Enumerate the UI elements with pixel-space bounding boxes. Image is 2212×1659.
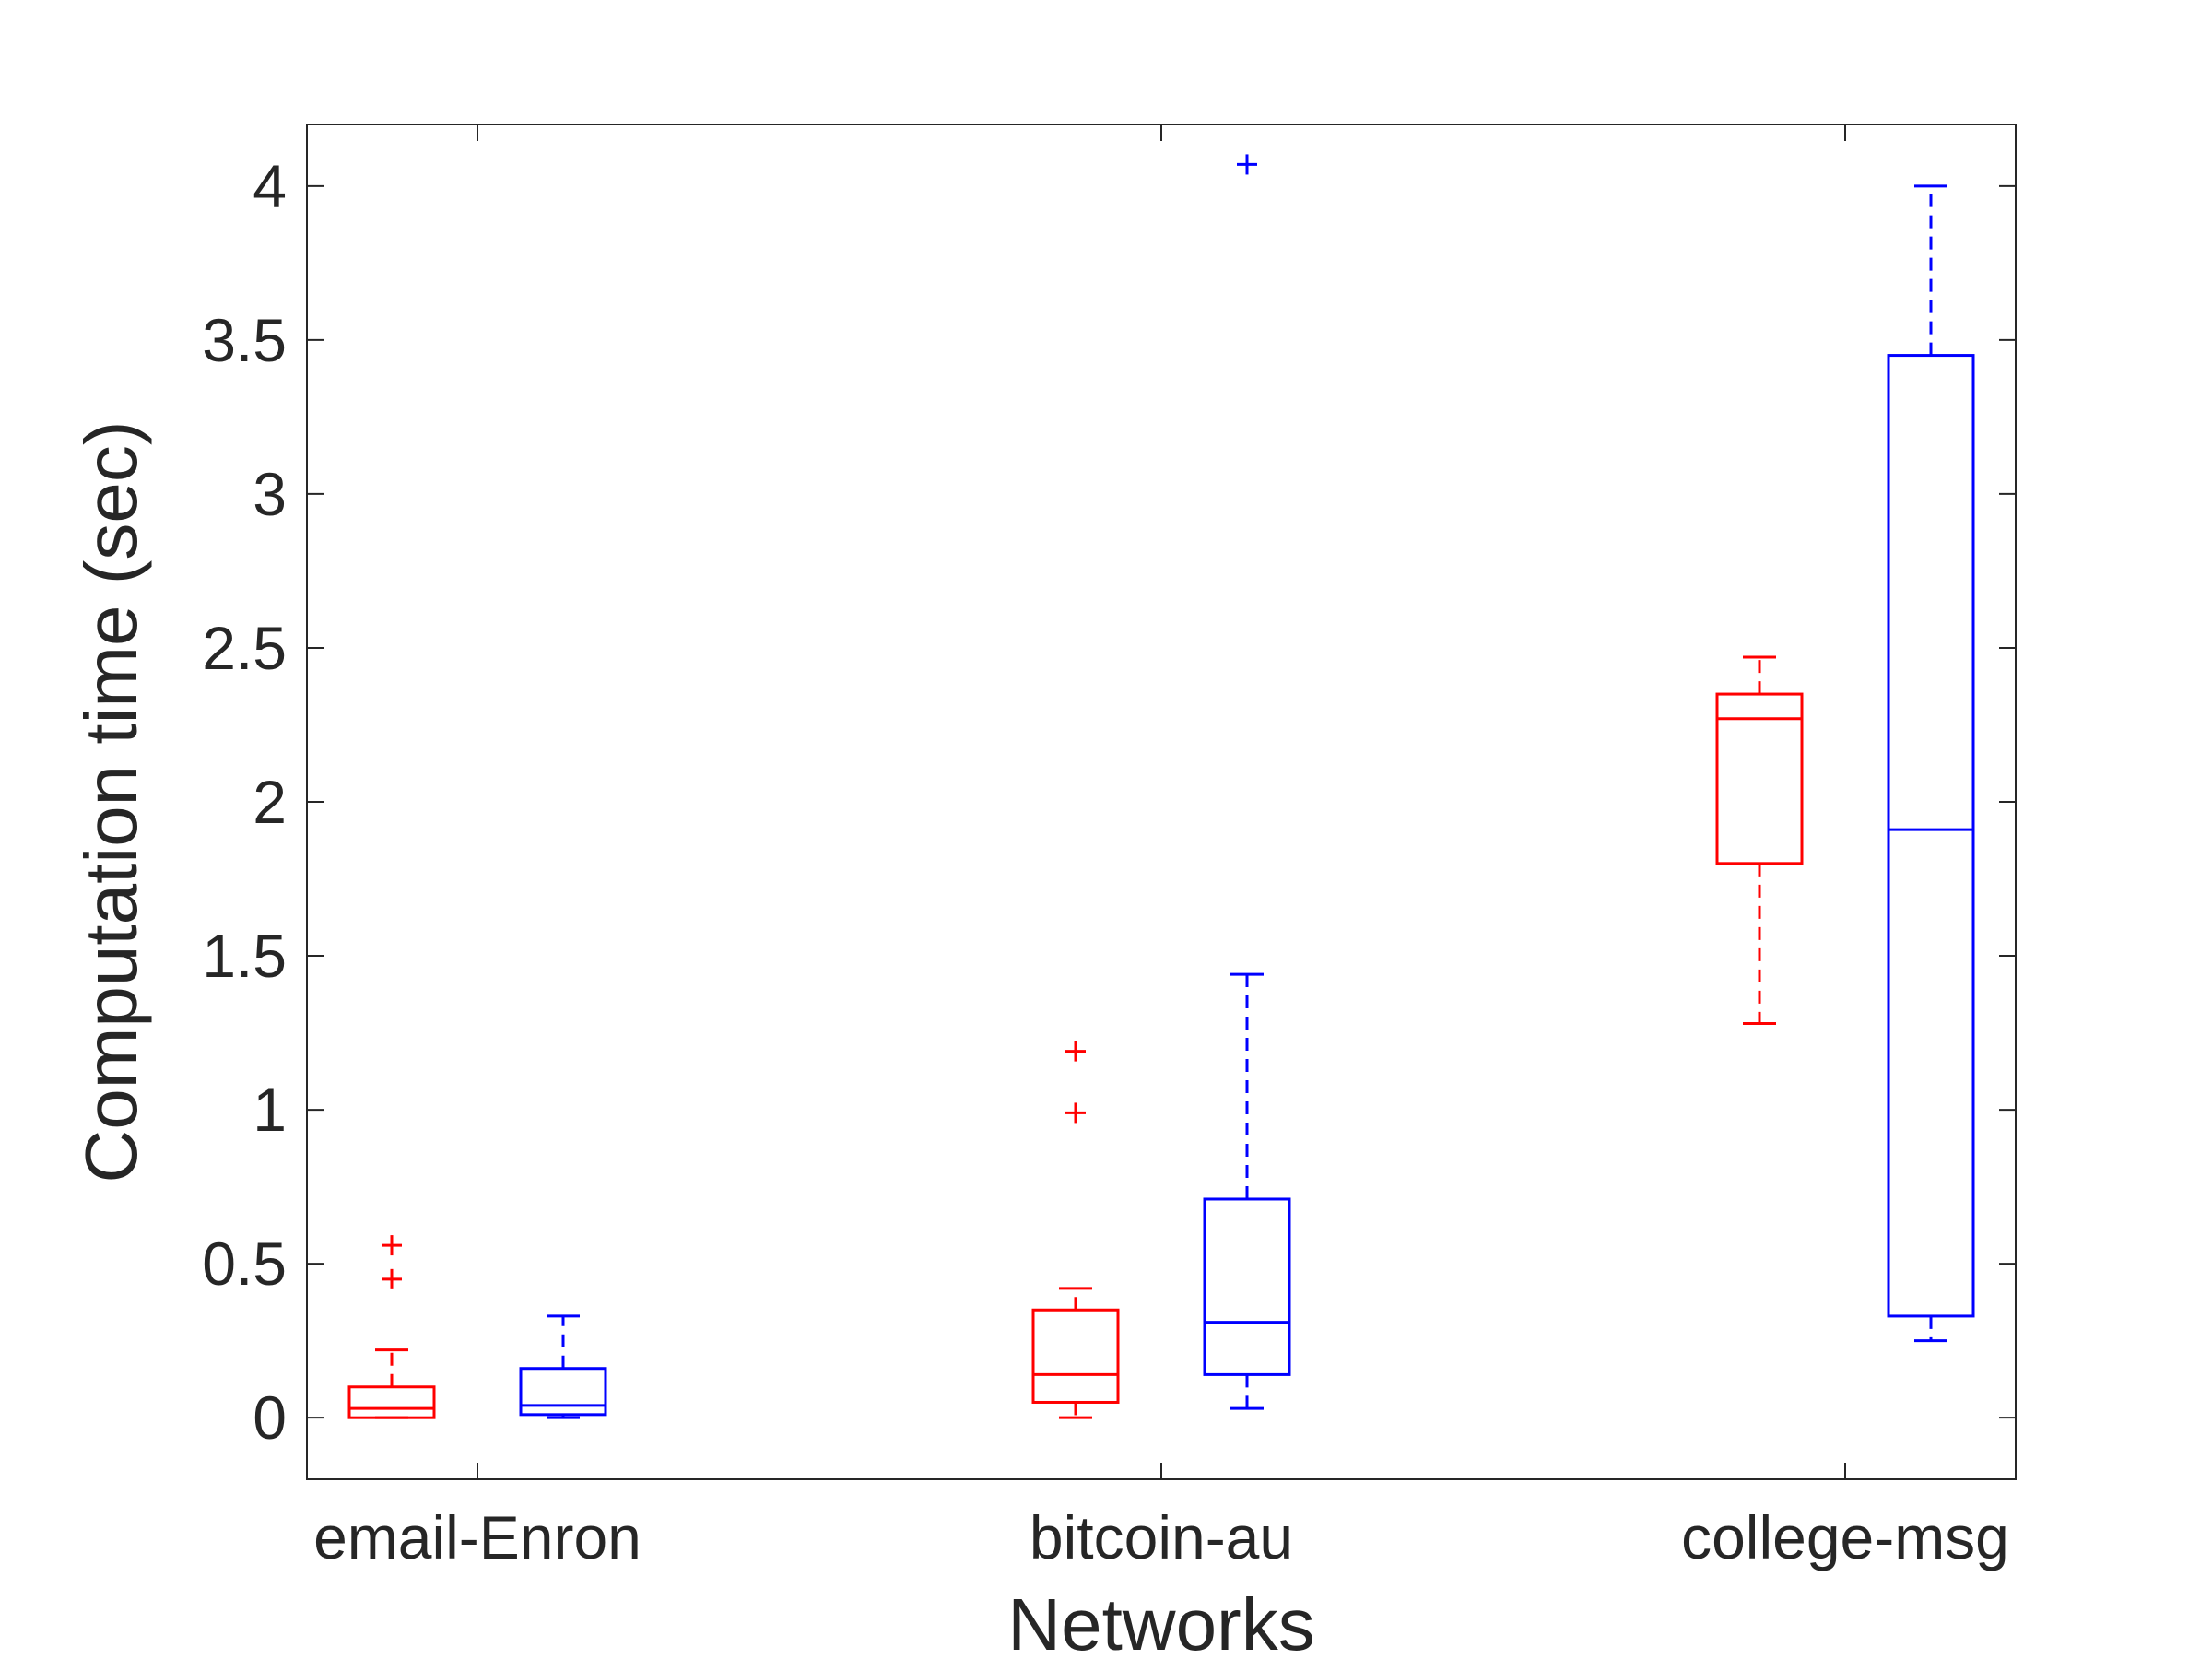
outlier-marker — [1065, 1102, 1086, 1124]
box-2-email-Enron — [519, 1314, 607, 1419]
y-axis: 0 0.5 1 1.5 2 2.5 3 3.5 4 — [202, 152, 2016, 1452]
y-tick-label: 1.5 — [202, 922, 287, 990]
outlier-marker — [1065, 1041, 1086, 1062]
y-axis-label: Computation time (sec) — [70, 421, 152, 1183]
x-axis: email-Enron bitcoin-au college-msg — [313, 124, 2009, 1571]
box-1-college-msg — [1715, 655, 1804, 1026]
y-tick-label: 0.5 — [202, 1230, 287, 1298]
box-body — [1887, 354, 1975, 1318]
box-body — [519, 1367, 607, 1417]
outlier-marker — [382, 1235, 402, 1256]
plot-marks — [347, 154, 1975, 1419]
y-tick-label: 0 — [253, 1383, 287, 1452]
y-tick-label: 2 — [253, 768, 287, 836]
box-body — [1203, 1197, 1291, 1376]
outlier-marker — [1237, 154, 1257, 175]
box-1-email-Enron — [347, 1235, 436, 1419]
y-tick-label: 3.5 — [202, 306, 287, 374]
plot-area-frame — [306, 124, 2017, 1480]
x-tick-label: bitcoin-au — [1030, 1503, 1293, 1571]
x-tick-label: college-msg — [1681, 1503, 2009, 1571]
outlier-marker — [382, 1268, 402, 1289]
box-2-bitcoin-au — [1203, 154, 1291, 1410]
y-tick-label: 2.5 — [202, 614, 287, 682]
box-2-college-msg — [1887, 184, 1975, 1343]
y-tick-label: 4 — [253, 152, 287, 220]
box-body — [1031, 1308, 1120, 1404]
y-tick-label: 1 — [253, 1076, 287, 1144]
x-axis-label: Networks — [1007, 1583, 1314, 1659]
box-1-bitcoin-au — [1031, 1041, 1120, 1419]
box-body — [1715, 692, 1804, 865]
x-tick-label: email-Enron — [313, 1503, 641, 1571]
y-tick-label: 3 — [253, 460, 287, 528]
box-body — [347, 1385, 436, 1419]
